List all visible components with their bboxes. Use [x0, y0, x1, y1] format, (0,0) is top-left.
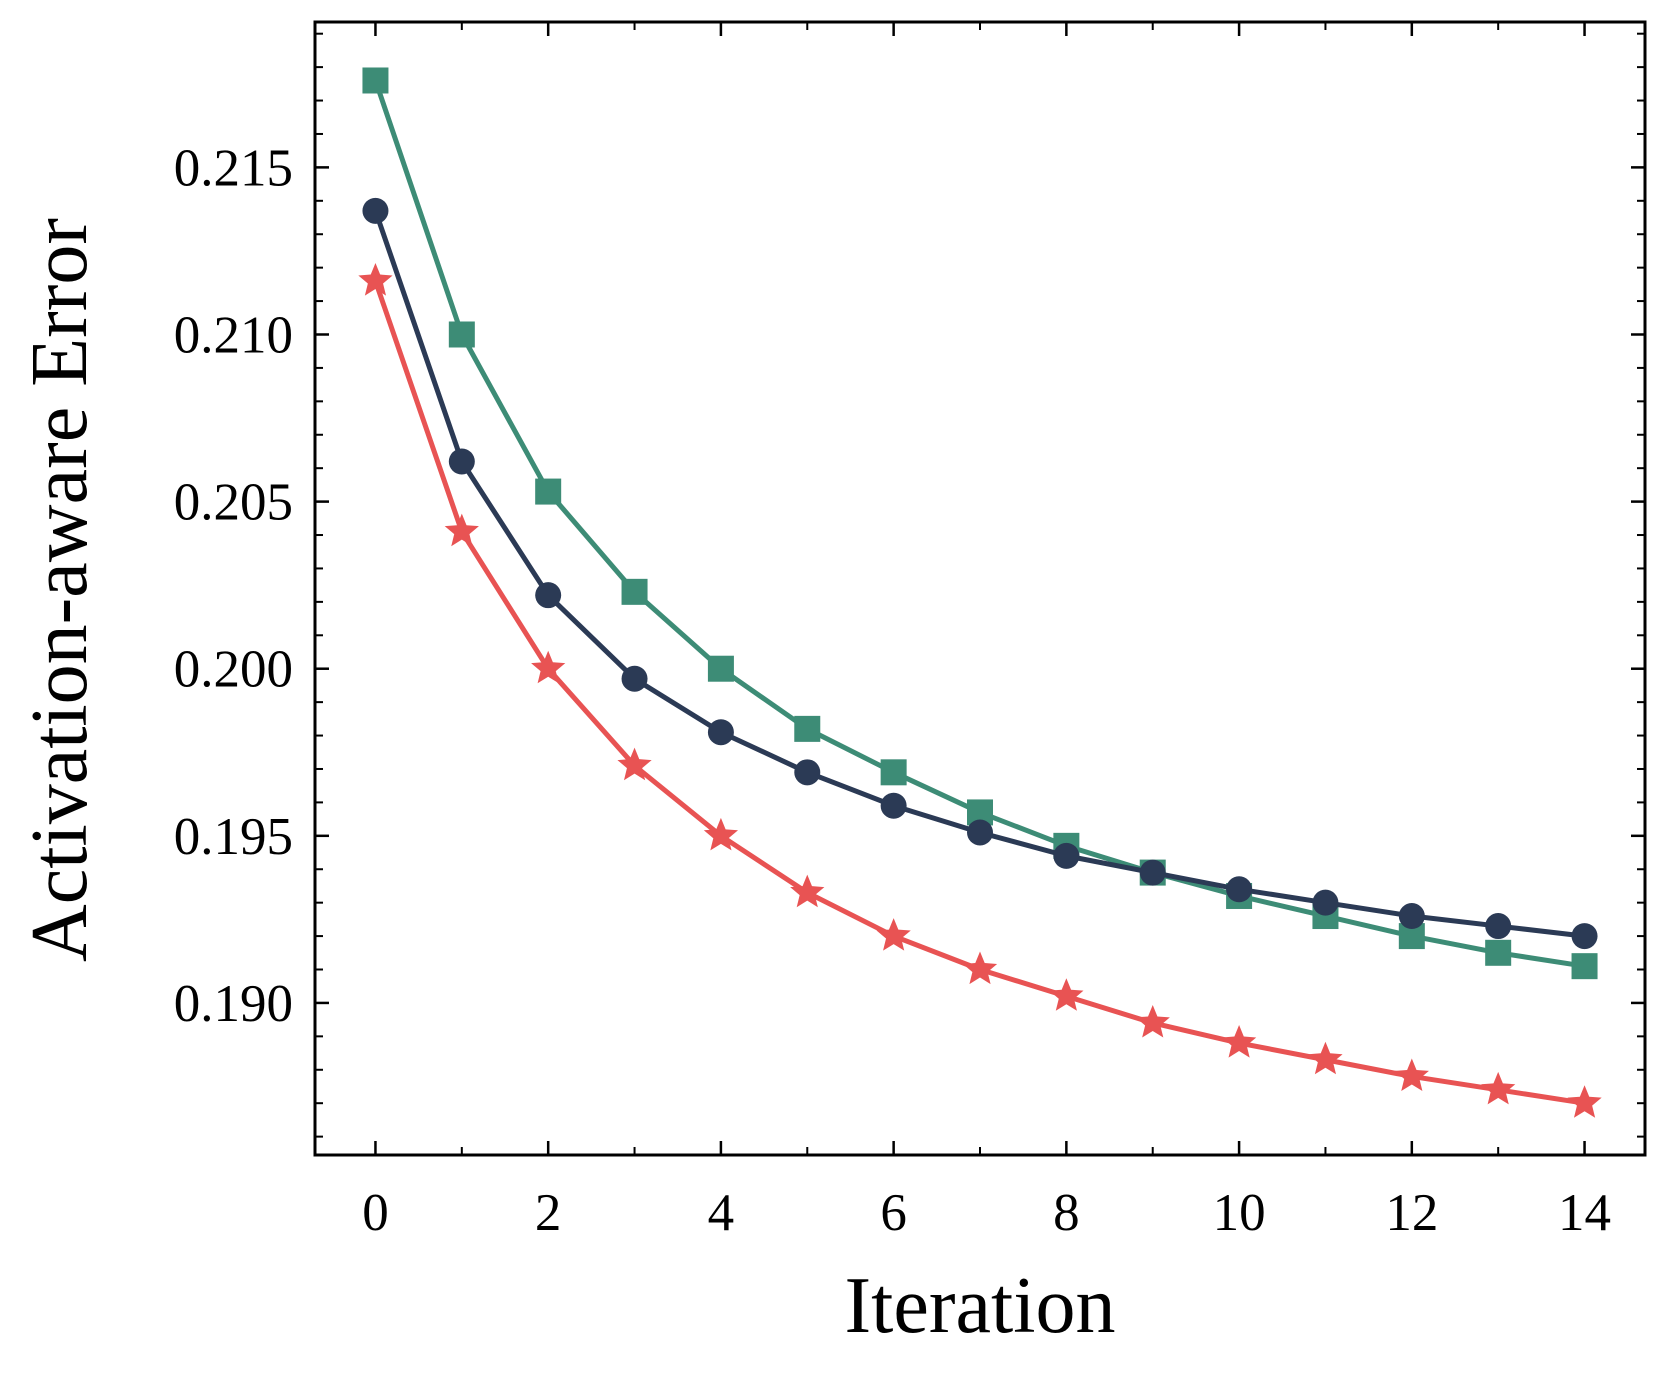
series-square-point: [1571, 953, 1598, 980]
y-tick-label: 0.190: [174, 975, 293, 1033]
x-axis-title: Iteration: [845, 1262, 1116, 1350]
series-star-point: [617, 747, 652, 781]
series-circle-point: [707, 719, 734, 746]
series-star-point: [703, 817, 739, 851]
x-tick-label: 0: [362, 1184, 389, 1242]
series-square-point: [621, 578, 648, 605]
series-circle-point: [621, 665, 648, 692]
series-circle-point: [362, 197, 389, 224]
x-tick-label: 4: [708, 1184, 735, 1242]
y-tick-label: 0.195: [174, 808, 293, 866]
y-tick-label: 0.210: [174, 306, 293, 364]
y-tick-label: 0.200: [174, 641, 293, 699]
series-square-point: [362, 67, 389, 94]
y-tick-label: 0.215: [174, 139, 293, 197]
x-tick-label: 12: [1385, 1184, 1438, 1242]
series-square-point: [535, 478, 562, 505]
series-star-line: [373, 280, 1585, 1106]
y-tick-label: 0.205: [174, 474, 293, 532]
series-star-point: [1567, 1085, 1602, 1118]
x-tick-label: 2: [535, 1184, 562, 1242]
series-circle-point: [794, 759, 821, 786]
series-circle-point: [535, 582, 562, 609]
series-star-point: [1135, 1004, 1170, 1038]
series-square-point: [794, 715, 821, 742]
y-axis-title: Activation-aware Error: [16, 218, 104, 962]
series-star-point: [876, 918, 911, 951]
series-star-point: [790, 874, 825, 908]
series-square-point: [707, 655, 734, 682]
series-star-point: [1481, 1071, 1516, 1105]
series-circle-point: [1053, 842, 1080, 869]
plot-area: 0 2 4 6 8 10 12 14 0.190 0.195 0.200 0.205 0.210 0.21…: [174, 20, 1647, 1242]
series-star-point: [1308, 1041, 1343, 1075]
series-star-point: [444, 513, 479, 547]
series-star-point: [1221, 1025, 1257, 1058]
x-tick-label: 14: [1558, 1184, 1611, 1242]
series-star-point: [962, 951, 998, 985]
x-tick-label: 6: [880, 1184, 907, 1242]
series-star-point: [1049, 978, 1084, 1011]
series-star-point: [358, 263, 393, 296]
series-circle-point: [1226, 876, 1253, 903]
series-circle-point: [1398, 903, 1425, 930]
series-square-point: [880, 759, 907, 786]
series-circle-point: [1485, 913, 1512, 940]
series-star-point: [531, 650, 566, 684]
series-circle-point: [967, 819, 993, 846]
series-circle-point: [448, 448, 475, 475]
series-circle-point: [1139, 859, 1166, 886]
series-circle-point: [1312, 889, 1339, 916]
series-square-point: [448, 321, 475, 348]
x-tick-label: 10: [1213, 1184, 1266, 1242]
series-circle-point: [1571, 923, 1598, 950]
axes-frame: [313, 20, 1647, 1157]
series-star-point: [1394, 1058, 1429, 1092]
series-square-point: [1485, 939, 1512, 966]
series-circle-point: [880, 792, 907, 819]
x-tick-label: 8: [1053, 1184, 1080, 1242]
